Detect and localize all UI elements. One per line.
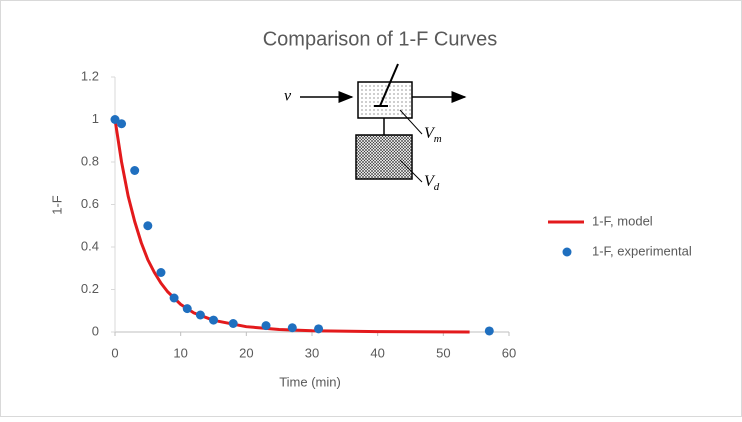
- y-tick-label: 0.4: [81, 238, 99, 253]
- data-point: [484, 326, 494, 336]
- x-tick-label: 40: [370, 345, 384, 360]
- legend-marker: [562, 247, 572, 257]
- legend-label: 1-F, experimental: [592, 243, 692, 258]
- y-tick-label: 0.8: [81, 153, 99, 168]
- y-axis-label: 1-F: [49, 195, 64, 215]
- x-tick-label: 60: [502, 345, 516, 360]
- data-point: [169, 293, 179, 303]
- data-point: [287, 323, 297, 333]
- data-point: [156, 268, 166, 277]
- x-tick-label: 10: [173, 345, 187, 360]
- legend-label: 1-F, model: [592, 213, 653, 228]
- chart-title: Comparison of 1-F Curves: [263, 28, 498, 50]
- y-tick-label: 0.6: [81, 196, 99, 211]
- data-point: [209, 315, 218, 325]
- y-tick-label: 0: [92, 323, 99, 338]
- volume-symbol: V: [424, 173, 436, 190]
- y-tick-label: 1: [92, 111, 99, 126]
- x-tick-label: 0: [111, 345, 118, 360]
- data-point: [130, 166, 140, 175]
- data-point: [228, 319, 238, 328]
- volume-label: Vd: [424, 173, 440, 193]
- data-point: [314, 324, 324, 334]
- data-point: [110, 115, 120, 124]
- y-tick-label: 0.2: [81, 281, 99, 296]
- data-point: [195, 310, 205, 320]
- x-tick-label: 50: [436, 345, 450, 360]
- volume-subscript: d: [434, 181, 440, 193]
- x-tick-label: 20: [239, 345, 253, 360]
- inflow-label: v: [284, 88, 292, 105]
- volume-symbol: V: [424, 125, 436, 142]
- data-point: [182, 304, 192, 314]
- y-tick-label: 1.2: [81, 68, 99, 83]
- data-point: [143, 221, 153, 231]
- volume-label: Vm: [424, 125, 442, 145]
- data-point: [117, 119, 127, 129]
- x-axis-label: Time (min): [279, 374, 341, 389]
- x-tick-label: 30: [305, 345, 319, 360]
- inset-diagram: v Vm Vd: [284, 63, 467, 193]
- volume-subscript: m: [434, 133, 442, 145]
- data-point: [261, 321, 271, 331]
